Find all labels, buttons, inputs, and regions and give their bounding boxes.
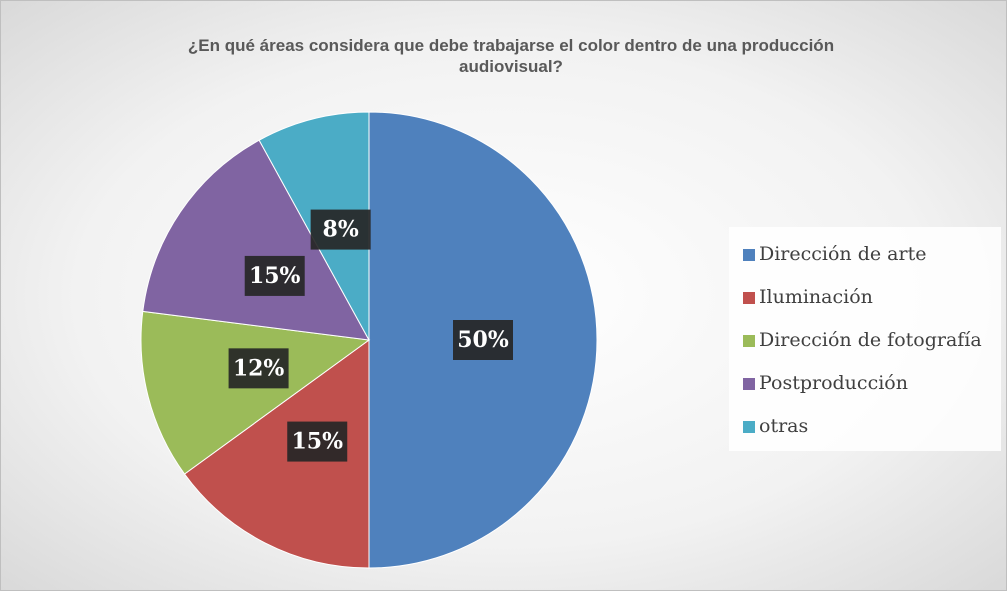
legend-swatch <box>743 335 755 347</box>
data-label: 15% <box>249 263 301 289</box>
chart-title: ¿En qué áreas considera que debe trabaja… <box>187 36 835 76</box>
legend-swatch <box>743 378 755 390</box>
data-label-box <box>310 209 371 250</box>
legend-swatch <box>743 292 755 304</box>
data-label: 12% <box>233 355 285 381</box>
data-label-box <box>287 421 348 462</box>
legend-label: otras <box>759 415 808 437</box>
data-label: 8% <box>323 217 359 243</box>
data-label: 15% <box>291 429 343 455</box>
data-label: 50% <box>457 327 509 353</box>
legend-label: Postproducción <box>759 372 908 394</box>
pie-slice <box>183 339 370 569</box>
data-label-box <box>228 348 289 389</box>
data-label-box <box>244 255 305 296</box>
data-label-box <box>453 320 513 360</box>
legend-label: Iluminación <box>759 286 873 308</box>
pie-slice <box>140 310 371 475</box>
legend-label: Dirección de fotografía <box>759 329 982 351</box>
legend-swatch <box>743 249 755 261</box>
legend-label: Dirección de arte <box>759 243 926 265</box>
legend-swatch <box>743 421 755 433</box>
pie-slice <box>142 139 370 341</box>
legend-box <box>729 227 1001 451</box>
